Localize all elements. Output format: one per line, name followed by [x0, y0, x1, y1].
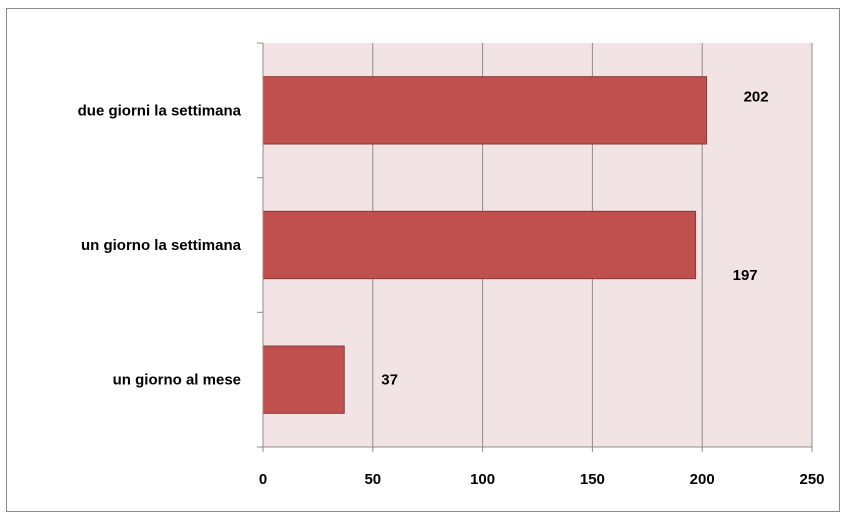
x-tick-label: 250: [799, 471, 824, 488]
data-label: 202: [744, 88, 769, 105]
bar: [262, 210, 697, 280]
data-label: 37: [381, 372, 398, 389]
bars: [262, 76, 708, 414]
bar: [262, 76, 708, 145]
x-tick-label: 150: [580, 471, 605, 488]
x-tick-label: 100: [470, 471, 495, 488]
category-label: un giorno al mese: [113, 372, 241, 389]
category-label: un giorno la settimana: [81, 237, 242, 254]
data-label: 197: [733, 267, 758, 284]
category-label: due giorni la settimana: [78, 102, 242, 119]
labels: 0 50 100 150 200 250 due giorni la settimana 20…: [78, 88, 825, 488]
x-tick-label: 200: [690, 471, 715, 488]
bar: [262, 345, 345, 414]
x-tick-label: 50: [364, 471, 381, 488]
x-tick-label: 0: [259, 471, 267, 488]
axes: [257, 42, 812, 448]
